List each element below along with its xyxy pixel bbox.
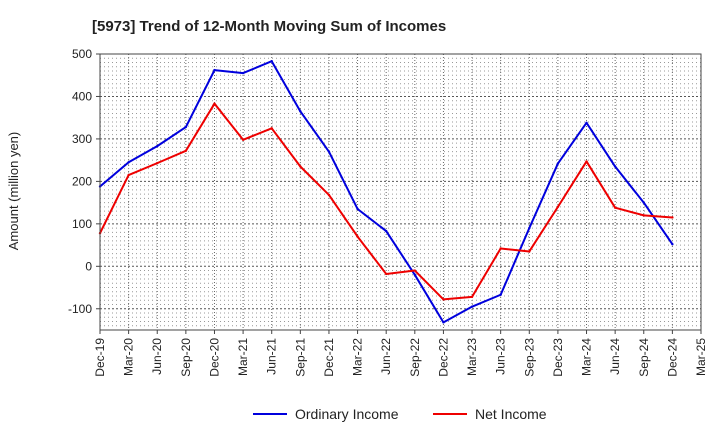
data-point-ordinary-income [642, 201, 645, 204]
series-layer [98, 60, 674, 324]
data-point-net-income [184, 149, 188, 153]
y-tick-label: 300 [72, 132, 92, 146]
data-point-net-income [241, 138, 245, 141]
data-point-ordinary-income [528, 226, 531, 230]
data-point-net-income [413, 269, 417, 272]
x-tick-label: Sep-24 [637, 338, 651, 377]
x-tick-label: Jun-21 [265, 338, 279, 375]
x-tick-label: Sep-20 [179, 338, 193, 377]
data-point-net-income [470, 295, 474, 299]
data-point-net-income [613, 206, 617, 209]
data-point-ordinary-income [470, 305, 474, 308]
data-point-ordinary-income [327, 150, 331, 153]
y-tick-label: 100 [72, 217, 92, 231]
data-point-ordinary-income [442, 321, 445, 324]
x-tick-label: Mar-25 [694, 338, 708, 376]
y-tick-label: 400 [72, 89, 92, 103]
legend-label-net-income: Net Income [475, 406, 547, 422]
y-axis-ticks: 500 400 300 200 100 0 -100 [68, 47, 100, 316]
x-tick-label: Mar-20 [122, 338, 136, 376]
data-point-net-income [327, 193, 331, 197]
data-point-net-income [585, 160, 588, 163]
data-point-net-income [127, 173, 130, 177]
legend: Ordinary Income Net Income [253, 406, 547, 422]
data-point-net-income [442, 298, 445, 301]
data-point-ordinary-income [499, 293, 502, 296]
data-point-ordinary-income [213, 68, 216, 72]
x-tick-label: Dec-24 [665, 338, 679, 377]
x-tick-label: Dec-21 [322, 338, 336, 377]
legend-label-ordinary-income: Ordinary Income [295, 406, 399, 422]
data-point-net-income [556, 205, 560, 209]
data-point-net-income [270, 127, 273, 130]
data-point-net-income [299, 165, 302, 168]
data-point-net-income [156, 161, 159, 165]
x-tick-label: Jun-20 [150, 338, 164, 375]
data-point-net-income [213, 102, 216, 105]
data-point-ordinary-income [613, 165, 617, 168]
y-tick-label: 500 [72, 47, 92, 61]
x-tick-label: Jun-24 [608, 338, 622, 375]
y-tick-label: -100 [68, 302, 92, 316]
chart-title: [5973] Trend of 12-Month Moving Sum of I… [92, 18, 446, 35]
data-point-ordinary-income [299, 110, 302, 113]
data-point-ordinary-income [585, 121, 588, 124]
data-point-ordinary-income [384, 229, 388, 233]
x-tick-label: Jun-22 [379, 338, 393, 375]
data-point-net-income [671, 216, 674, 219]
x-tick-label: Sep-22 [408, 338, 422, 377]
data-point-net-income [384, 272, 388, 276]
x-tick-label: Mar-22 [351, 338, 365, 376]
x-tick-label: Sep-23 [522, 338, 536, 377]
plot-frame [99, 53, 702, 331]
data-point-net-income [528, 250, 531, 253]
x-tick-label: Dec-20 [207, 338, 221, 377]
data-point-ordinary-income [241, 71, 245, 75]
x-tick-label: Mar-23 [465, 338, 479, 376]
data-point-ordinary-income [556, 162, 560, 165]
x-tick-label: Dec-22 [436, 338, 450, 377]
x-tick-label: Mar-21 [236, 338, 250, 376]
x-axis-ticks: Dec-19 Mar-20 Jun-20 Sep-20 Dec-20 Mar-21 Jun-… [93, 330, 708, 377]
y-axis-label: Amount (million yen) [6, 132, 21, 251]
data-point-ordinary-income [671, 243, 674, 246]
plot-area [100, 54, 701, 330]
x-tick-label: Dec-23 [551, 338, 565, 377]
x-tick-label: Mar-24 [580, 338, 594, 376]
x-tick-label: Sep-21 [293, 338, 307, 377]
y-tick-label: 200 [72, 174, 92, 188]
data-point-ordinary-income [184, 125, 188, 129]
data-point-ordinary-income [413, 273, 417, 276]
y-tick-label: 0 [85, 259, 92, 273]
data-point-ordinary-income [127, 161, 130, 164]
data-point-net-income [499, 247, 502, 250]
data-point-ordinary-income [270, 60, 273, 63]
data-point-net-income [642, 214, 645, 217]
grid [100, 54, 701, 330]
x-tick-label: Dec-19 [93, 338, 107, 377]
data-point-net-income [356, 235, 359, 238]
x-tick-label: Jun-23 [494, 338, 508, 375]
data-point-ordinary-income [156, 144, 159, 148]
data-point-ordinary-income [356, 207, 359, 211]
